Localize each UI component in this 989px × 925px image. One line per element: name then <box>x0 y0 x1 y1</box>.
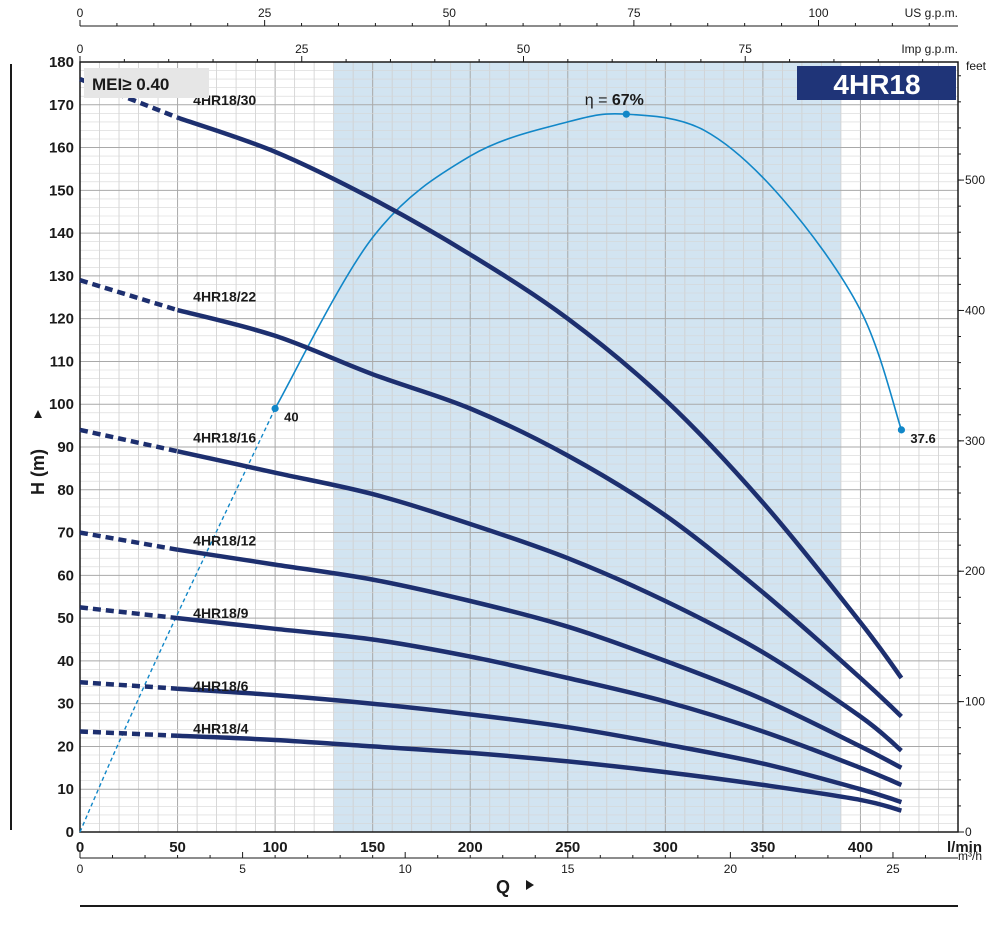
x-main-unit: l/min <box>947 839 982 856</box>
model-badge: 4HR18 <box>833 69 920 100</box>
y-right-tick-label: 500 <box>965 173 985 187</box>
y-tick-label: 80 <box>57 482 74 499</box>
x-impgpm-unit: Imp g.p.m. <box>901 42 958 56</box>
y-tick-label: 20 <box>57 738 74 755</box>
y-right-tick-label: 400 <box>965 303 985 317</box>
x-usgpm-unit: US g.p.m. <box>905 6 958 20</box>
model-badge-box <box>797 66 956 100</box>
y-tick-label: 70 <box>57 525 74 542</box>
efficiency-marker <box>622 110 630 118</box>
y-tick-label: 150 <box>49 182 74 199</box>
x-m3h-tick-label: 25 <box>886 862 900 876</box>
head-curves: 4HR18/304HR18/224HR18/164HR18/124HR18/94… <box>79 77 904 813</box>
x-m3h-tick-label: 20 <box>724 862 738 876</box>
efficiency-marker <box>897 426 906 434</box>
head-curve-label: 4HR18/12 <box>193 532 256 548</box>
y-tick-label: 0 <box>66 824 74 841</box>
head-curve-dashed <box>79 729 178 739</box>
head-curve <box>177 733 903 813</box>
y-tick-label: 170 <box>49 97 74 114</box>
efficiency-curve-dashed <box>79 408 276 833</box>
x-m3h-tick-label: 15 <box>561 862 575 876</box>
head-curve-label: 4HR18/6 <box>193 678 248 694</box>
y-axis-arrow-icon <box>34 410 42 418</box>
x-tick-label: 0 <box>76 839 84 856</box>
y-right-unit: feet <box>966 59 987 73</box>
x-tick-label: 400 <box>848 839 873 856</box>
head-curve-dashed <box>79 605 178 621</box>
y-tick-label: 120 <box>49 311 74 328</box>
head-curve <box>177 449 903 753</box>
head-curve <box>177 547 903 770</box>
y-tick-label: 90 <box>57 439 74 456</box>
x-usgpm-tick-label: 0 <box>77 6 84 20</box>
y-tick-label: 30 <box>57 696 74 713</box>
y-right-tick-label: 300 <box>965 434 985 448</box>
head-curve-dashed <box>79 427 179 454</box>
x-usgpm-tick-label: 75 <box>627 6 641 20</box>
y-tick-label: 140 <box>49 225 74 242</box>
y-tick-label: 40 <box>57 653 74 670</box>
x-tick-label: 300 <box>653 839 678 856</box>
x-impgpm-tick-label: 50 <box>517 42 531 56</box>
x-m3h-unit: m³/h <box>958 849 982 863</box>
head-curve-label: 4HR18/4 <box>193 721 248 737</box>
plot-frame <box>79 61 959 833</box>
head-curve-dashed <box>79 278 179 313</box>
efficiency-marker-label: 37.6 <box>910 431 935 446</box>
x-usgpm-tick-label: 25 <box>258 6 272 20</box>
head-curve-dashed <box>79 530 178 552</box>
head-curve-label: 4HR18/9 <box>193 605 248 621</box>
y-right-tick-label: 0 <box>965 825 972 839</box>
head-curve <box>177 307 903 719</box>
x-usgpm-tick-label: 50 <box>443 6 457 20</box>
x-usgpm-tick-label: 100 <box>808 6 828 20</box>
efficiency-peak-label: η = 67% <box>585 92 644 109</box>
head-curve-label: 4HR18/22 <box>193 289 256 305</box>
y-tick-label: 130 <box>49 268 74 285</box>
axes: 0102030405060708090100110120130140150160… <box>49 6 987 876</box>
efficiency-marker <box>271 404 279 413</box>
head-curve <box>176 115 904 680</box>
efficiency-curve-group: 40 37.6 η = 67% <box>79 92 936 833</box>
x-m3h-tick-label: 10 <box>399 862 413 876</box>
efficiency-marker-label: 40 <box>284 410 298 425</box>
x-tick-label: 100 <box>263 839 288 856</box>
y-tick-label: 180 <box>49 54 74 71</box>
x-tick-label: 200 <box>458 839 483 856</box>
x-axis-arrow-icon <box>526 880 534 890</box>
x-impgpm-tick-label: 75 <box>739 42 753 56</box>
head-curve <box>177 686 903 805</box>
x-m3h-tick-label: 5 <box>239 862 246 876</box>
y-tick-label: 110 <box>50 353 74 370</box>
y-axis-title: H (m) <box>28 449 48 495</box>
mei-badge: MEI≥ 0.40 <box>92 75 169 94</box>
mei-badge-box <box>84 68 209 98</box>
x-tick-label: 50 <box>169 839 186 856</box>
x-m3h-tick-label: 0 <box>77 862 84 876</box>
annotations: MEI≥ 0.40 4HR18 H (m) Q <box>10 64 958 907</box>
x-axis-title: Q <box>496 877 510 897</box>
head-curve-dashed <box>79 680 178 691</box>
y-tick-label: 10 <box>57 781 74 798</box>
x-tick-label: 150 <box>360 839 385 856</box>
x-tick-label: 250 <box>555 839 580 856</box>
y-tick-label: 50 <box>57 610 74 627</box>
head-curve <box>177 615 903 787</box>
y-tick-label: 60 <box>57 567 74 584</box>
x-impgpm-tick-label: 25 <box>295 42 309 56</box>
y-right-tick-label: 100 <box>965 695 985 709</box>
y-right-tick-label: 200 <box>965 564 985 578</box>
x-impgpm-tick-label: 0 <box>77 42 84 56</box>
y-tick-label: 100 <box>49 396 74 413</box>
y-tick-label: 160 <box>49 140 74 157</box>
head-curve-label: 4HR18/16 <box>193 430 256 446</box>
x-tick-label: 350 <box>750 839 775 856</box>
